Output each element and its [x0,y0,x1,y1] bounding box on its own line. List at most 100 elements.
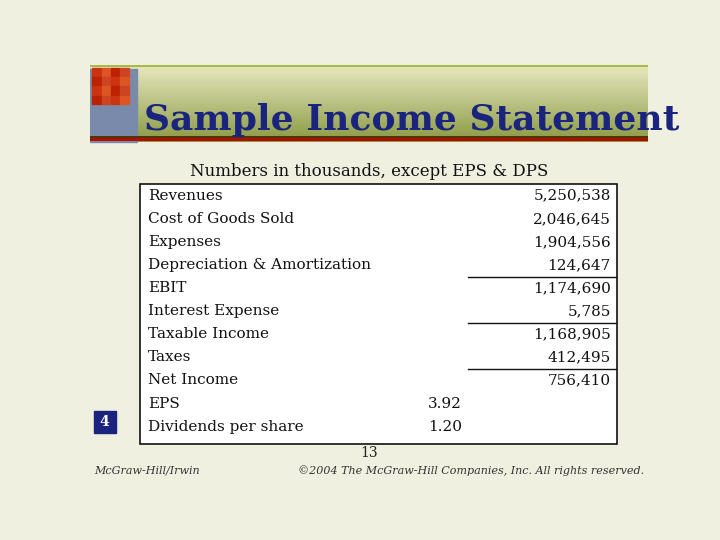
Bar [90,139,648,140]
Bar [90,131,648,132]
Text: Dividends per share: Dividends per share [148,420,304,434]
Text: EBIT: EBIT [148,281,186,295]
Text: 756,410: 756,410 [548,374,611,388]
Text: 1,174,690: 1,174,690 [533,281,611,295]
Text: EPS: EPS [148,396,180,410]
Bar [90,85,648,86]
Bar [90,86,648,87]
Text: Net Income: Net Income [148,374,238,388]
Text: 1,904,556: 1,904,556 [533,235,611,249]
Bar [120,68,129,76]
Bar [90,109,648,110]
Bar [90,127,648,128]
Bar [92,86,101,95]
Bar [102,96,110,104]
Text: 5,785: 5,785 [567,304,611,318]
Bar [90,68,648,69]
Bar [90,110,648,111]
Bar [90,132,648,133]
Bar [90,97,648,98]
Bar [90,101,648,102]
Bar [90,137,648,138]
Text: 2,046,645: 2,046,645 [533,212,611,226]
Bar [120,86,129,95]
Bar [90,76,648,77]
Bar [90,103,648,104]
Bar [92,96,101,104]
Bar [111,96,120,104]
Bar [90,126,648,127]
Text: ©2004 The McGraw-Hill Companies, Inc. All rights reserved.: ©2004 The McGraw-Hill Companies, Inc. Al… [298,465,644,476]
Bar [90,87,648,88]
Bar [90,93,648,94]
Bar [90,79,648,80]
Text: 124,647: 124,647 [547,258,611,272]
Bar [90,105,648,106]
Bar [90,67,648,68]
Bar [90,111,648,112]
Text: 1.20: 1.20 [428,420,462,434]
Bar [90,122,648,123]
Bar [90,69,648,70]
Bar [111,86,120,95]
Bar [90,96,648,97]
Bar [90,138,648,139]
Bar [94,411,116,433]
Bar [90,123,648,124]
Text: Interest Expense: Interest Expense [148,304,279,318]
Bar [90,102,648,103]
Bar [90,78,648,79]
Bar [90,74,648,75]
Bar [90,115,648,116]
Bar [90,129,648,130]
Bar [90,108,648,109]
Bar [90,140,648,141]
Bar [90,113,648,114]
Bar [92,68,101,76]
Text: McGraw-Hill/Irwin: McGraw-Hill/Irwin [94,466,199,476]
Text: Depreciation & Amortization: Depreciation & Amortization [148,258,371,272]
Bar [90,84,648,85]
Bar [90,112,648,113]
Bar [140,184,617,444]
Bar [90,83,648,84]
Bar [111,77,120,85]
Bar [90,92,648,93]
Text: 1,168,905: 1,168,905 [533,327,611,341]
Bar [90,90,648,91]
Bar [90,120,648,121]
Bar [90,70,648,71]
Text: Revenues: Revenues [148,188,222,202]
Bar [90,118,648,119]
Bar [102,77,110,85]
Text: Numbers in thousands, except EPS & DPS: Numbers in thousands, except EPS & DPS [190,163,548,180]
Bar [90,124,648,125]
Bar [90,69,137,142]
Text: 5,250,538: 5,250,538 [534,188,611,202]
Bar [90,91,648,92]
Bar [90,94,648,95]
Text: 13: 13 [360,446,378,460]
Bar [90,71,648,72]
Bar [90,104,648,105]
Bar [90,135,648,136]
Bar [90,72,648,73]
Bar [90,89,648,90]
Bar [90,73,648,74]
Text: Sample Income Statement: Sample Income Statement [144,103,680,137]
Text: 412,495: 412,495 [547,350,611,365]
Bar [90,116,648,117]
Bar [90,98,648,99]
Bar [102,86,110,95]
Bar [90,88,648,89]
Bar [90,95,648,96]
Bar [90,125,648,126]
Bar [90,130,648,131]
Bar [90,114,648,115]
Bar [90,136,648,137]
Bar [90,80,648,81]
Text: 3.92: 3.92 [428,396,462,410]
Bar [111,68,120,76]
Bar [102,68,110,76]
Bar [90,106,648,107]
